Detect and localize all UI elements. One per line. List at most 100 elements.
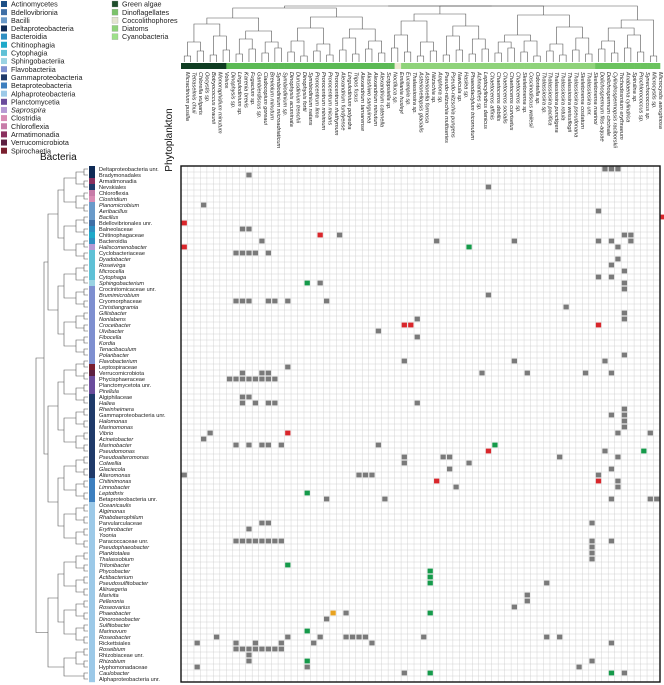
phytoplankton-group-cell <box>342 63 350 69</box>
bacteria-class-cell <box>89 202 95 209</box>
phytoplankton-label: Nitzschia sp. <box>430 72 436 104</box>
bacteria-label: Erythrobacter <box>99 527 134 533</box>
heatmap-cell-grey <box>233 298 239 304</box>
bacteria-label: Tenacibaculum <box>99 347 137 353</box>
heatmap-cell-grey <box>589 550 595 556</box>
bacteria-label: Croceibacter <box>99 323 132 329</box>
heatmap-cell-grey <box>239 646 246 652</box>
phytoplankton-label: Amphora sp. <box>437 71 443 104</box>
heatmap-cell-grey <box>401 454 407 460</box>
heatmap-cell-green <box>427 574 433 580</box>
bacteria-label: Pseudosulfitobacter <box>99 581 149 587</box>
legend-label-bacteria: Bdellovibrionia <box>11 8 58 17</box>
phytoplankton-label: Volvox <box>223 72 229 89</box>
heatmap-cell-grey <box>621 412 628 418</box>
bacteria-label: Haliscomenobacter <box>99 245 148 251</box>
bacteria-label: Cytophaga <box>99 275 126 281</box>
legend-label-phytoplankton: Cyanobacteria <box>122 32 168 41</box>
dendrogram-branch <box>196 50 204 62</box>
dendrogram-branch <box>507 47 515 62</box>
bacteria-label: Dyadobacter <box>99 257 132 263</box>
heatmap-cell-grey <box>246 226 252 232</box>
phytoplankton-dendrogram <box>183 5 658 62</box>
dendrogram-branch <box>83 480 88 488</box>
heatmap-cell-grey <box>278 538 284 544</box>
bacteria-label: Chitinimonas <box>99 479 132 485</box>
bacteria-label: Bdellovibrionales unr. <box>99 221 153 227</box>
bacteria-label: Bacteroidia <box>99 239 128 245</box>
heatmap-cell-grey <box>246 250 252 256</box>
dendrogram-branch <box>339 49 347 62</box>
bacteria-label: Nevskiales <box>99 185 126 191</box>
heatmap-cell-grey <box>246 394 252 400</box>
dendrogram-branch <box>342 37 357 54</box>
phytoplankton-group-cell <box>206 63 214 69</box>
dendrogram-branch <box>193 23 221 42</box>
heatmap-cell-grey <box>524 592 530 598</box>
phytoplankton-label: Akashiwo sanguinea <box>365 71 371 123</box>
phytoplankton-group-cell <box>355 63 363 69</box>
heatmap-cell-red <box>181 220 187 226</box>
dendrogram-branch <box>313 50 321 62</box>
dendrogram-branch <box>222 49 230 62</box>
dendrogram-branch <box>63 321 76 347</box>
bacteria-class-cell <box>89 334 95 341</box>
heatmap-cell-red <box>485 448 492 454</box>
heatmap-cell-grey <box>356 634 362 640</box>
heatmap-cell-grey <box>207 430 213 436</box>
phytoplankton-label: Breviolum minutum <box>268 72 274 120</box>
bacteria-class-cell <box>89 286 95 293</box>
legend-label-bacteria: Clostridia <box>11 114 41 123</box>
dendrogram-branch <box>57 285 64 335</box>
dendrogram-branch <box>420 41 434 56</box>
bacteria-class-cell <box>89 664 95 671</box>
phytoplankton-label: Dolichospermum circinale <box>605 72 611 136</box>
heatmap-cell-grey <box>414 316 420 322</box>
heatmap-cell-red <box>595 478 602 484</box>
phytoplankton-label: Alexandrium minutum <box>372 71 378 126</box>
bacteria-class-cell <box>89 226 95 233</box>
dendrogram-branch <box>75 435 84 449</box>
heatmap-cell-grey <box>421 634 427 640</box>
legend-label-phytoplankton: Green algae <box>122 0 162 9</box>
dendrogram-branch <box>75 315 84 329</box>
dendrogram-branch <box>83 276 88 284</box>
phytoplankton-group-cell <box>297 63 305 69</box>
heatmap-cell-grey <box>621 268 628 274</box>
dendrogram-branch <box>348 28 376 41</box>
dendrogram-branch <box>517 14 570 35</box>
phytoplankton-group-cell <box>569 63 577 69</box>
heatmap-cell-grey <box>621 670 628 676</box>
phytoplankton-group-legend: Green algaeDinoflagellatesCoccolithophor… <box>111 0 178 41</box>
dendrogram-branch <box>83 240 88 248</box>
dendrogram-branch <box>83 360 88 368</box>
dendrogram-branch <box>63 177 76 203</box>
dendrogram-branch <box>63 609 76 635</box>
dendrogram-branch <box>572 49 580 62</box>
heatmap-cell-grey <box>265 520 272 526</box>
heatmap-cell-grey <box>595 238 602 244</box>
heatmap-cell-red <box>595 322 602 328</box>
bacteria-class-cell <box>89 388 95 395</box>
heatmap-cell-grey <box>414 334 420 340</box>
bacteria-class-cell <box>89 478 95 485</box>
heatmap-cell-grey <box>375 442 382 448</box>
phytoplankton-group-cell <box>181 63 188 69</box>
bacteria-label: Marinobacter <box>99 443 133 449</box>
dendrogram-branch <box>75 555 84 569</box>
phytoplankton-label: Thalassiosira unr. <box>586 72 592 116</box>
dendrogram-branch <box>75 291 84 305</box>
heatmap-cell-grey <box>608 466 615 472</box>
phytoplankton-label: Symbiodinium microadriaticum <box>275 72 281 149</box>
legend-swatch-bacteria <box>1 33 7 40</box>
bacteria-class-cell <box>89 616 95 623</box>
bacteria-label: Verrucomicrobiota <box>99 371 145 377</box>
heatmap-cell-grey <box>239 226 246 232</box>
bacteria-class-cell <box>89 580 95 587</box>
phytoplankton-group-cell <box>614 63 622 69</box>
dendrogram-branch <box>75 627 84 641</box>
heatmap-cell-grey <box>239 370 246 376</box>
bacteria-label: Caulobacter <box>99 671 130 677</box>
dendrogram-branch <box>394 34 408 52</box>
phytoplankton-group-cell <box>316 63 324 69</box>
